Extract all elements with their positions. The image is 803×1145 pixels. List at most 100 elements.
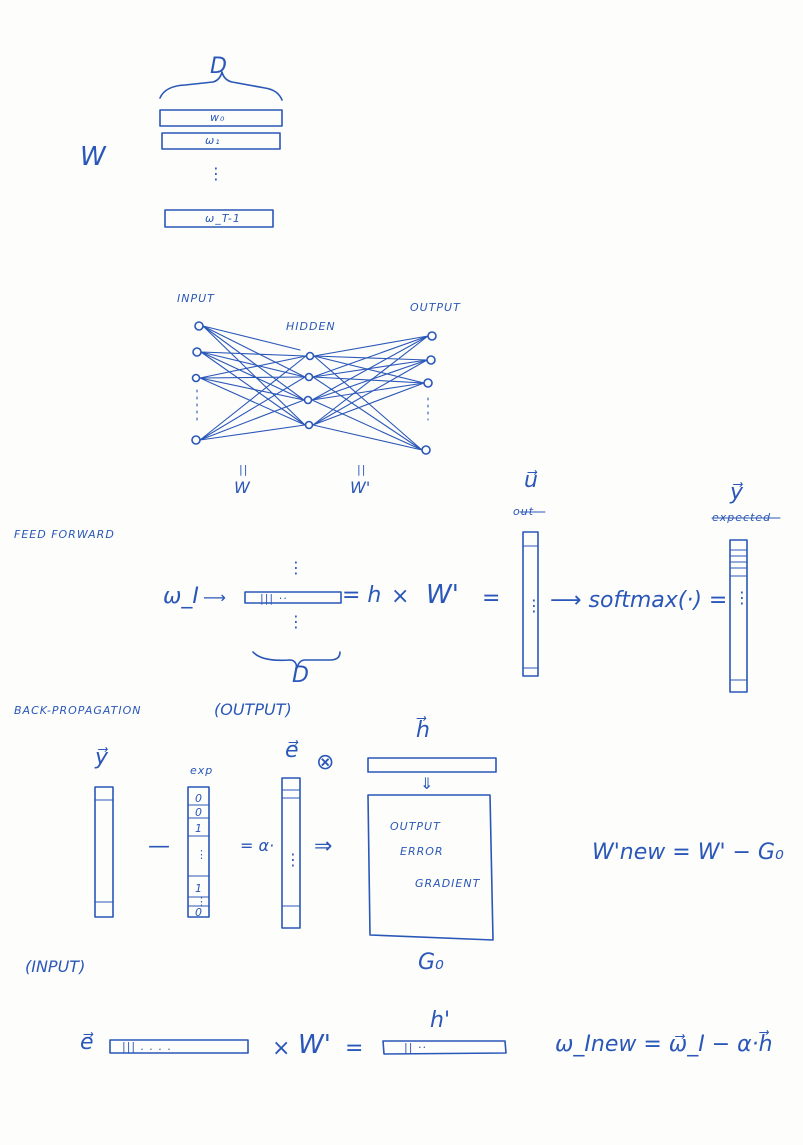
u-vector-ticks [522, 545, 539, 669]
ff-w-i-label: ω_I [163, 584, 199, 609]
y-struck-note: expected [712, 511, 772, 524]
backprop-title: BACK-PROPAGATION [14, 704, 142, 717]
hidden-node [304, 420, 314, 430]
output-node [423, 378, 433, 388]
output-node [427, 331, 437, 341]
w-prime-eq-mark: || [357, 463, 367, 476]
exp-cell-1: 0 [195, 806, 203, 819]
y-vector-dots: ⋮ [734, 588, 750, 607]
input-hidden-edges [199, 325, 307, 441]
h-row-rect [367, 757, 497, 773]
ff-dots-bottom: ⋮ [288, 612, 304, 631]
w-i-update: ω_Inew = ω⃗_I − α·h⃗ [555, 1032, 773, 1057]
u-label: u⃗ [524, 468, 538, 493]
ff-w-prime: W' [426, 580, 459, 610]
exp-cell-6: 0 [195, 906, 203, 919]
matrix-w-label: W [80, 142, 106, 172]
output-node [426, 355, 436, 365]
ff-h-eq: = h [342, 583, 382, 608]
row-wt-rect [164, 209, 274, 228]
row-w0-label: w₀ [210, 111, 226, 124]
network-graph [191, 321, 437, 455]
bp-y-vector-rect [94, 786, 114, 918]
u-struck-note: out [513, 505, 535, 518]
hidden-output-edges [311, 335, 429, 451]
exp-cell-2: 1 [195, 822, 203, 835]
h-prime-row-rect [382, 1040, 507, 1055]
exp-cell-4: 1 [195, 882, 203, 895]
w-eq-mark: || [239, 463, 249, 476]
bi-equals: = [345, 1036, 364, 1061]
bp-y-label: y⃗ [95, 745, 109, 770]
row-wt-label: ω_T-1 [205, 212, 241, 225]
bp-h-label: h⃗ [416, 718, 430, 743]
e-vector-dot: ⋮ [285, 850, 301, 869]
input-node [194, 321, 204, 331]
row-w1-rect [161, 132, 281, 150]
y-label: y⃗ [730, 480, 744, 505]
hidden-node [303, 395, 313, 405]
row-w0-rect [159, 109, 283, 127]
grad-text-output: OUTPUT [390, 820, 441, 833]
ff-dim-label: D [292, 663, 309, 688]
bi-row-marks: ||| . . . . [122, 1040, 173, 1053]
ff-dim-brace [252, 651, 341, 669]
e-vector-ticks [281, 789, 301, 907]
ff-arrow: ⟶ [203, 588, 226, 607]
w-in-label: W [234, 478, 250, 497]
exp-cell-5: ⋮ [196, 895, 208, 908]
gradient-matrix-rect [367, 794, 494, 941]
h-prime-label: h' [430, 1008, 450, 1033]
dim-label: D [210, 54, 227, 79]
w-out-label: W' [350, 478, 371, 497]
ff-h-row-rect [244, 591, 342, 604]
feed-forward-title: FEED FORWARD [14, 528, 115, 541]
bp-down-arrow: ⇓ [420, 774, 434, 793]
bi-e-label: e⃗ [80, 1030, 94, 1055]
input-node [192, 347, 202, 357]
grad-text-gradient: GRADIENT [415, 877, 481, 890]
bp-y-ticks [94, 799, 114, 903]
hidden-node [304, 372, 314, 382]
ff-dots-top: ⋮ [288, 558, 304, 577]
input-label: INPUT [177, 292, 215, 305]
e-vector-rect [281, 777, 301, 929]
w-prime-update: W'new = W' − G₀ [592, 840, 784, 865]
bp-implies-arrow: ⇒ [314, 834, 333, 859]
output-label: OUTPUT [410, 301, 461, 314]
bp-alpha-eq: = α· [240, 836, 275, 855]
bi-w-prime: W' [298, 1030, 331, 1060]
h-prime-marks: || ·· [404, 1041, 427, 1054]
input-node [191, 373, 201, 383]
ff-times: × [391, 584, 410, 609]
hidden-node [305, 351, 315, 361]
row-w1-label: ω₁ [205, 134, 221, 147]
input-node [191, 435, 201, 445]
y-vector-ticks [729, 549, 748, 681]
backprop-subtitle: (OUTPUT) [214, 700, 292, 719]
exp-cell-0: 0 [195, 792, 203, 805]
g0-label: G₀ [418, 950, 444, 975]
exp-vector-rect [187, 786, 210, 918]
softmax-label: ⟶ softmax(·) = [550, 588, 728, 613]
input-section-title: (INPUT) [25, 957, 86, 976]
exp-vector-cells [187, 804, 210, 907]
grad-text-error: ERROR [400, 845, 444, 858]
exp-label: exp [190, 764, 214, 777]
row-ellipsis: ⋮ [208, 164, 224, 183]
hidden-label: HIDDEN [286, 320, 336, 333]
ff-equals: = [482, 586, 501, 611]
otimes-symbol: ⊗ [316, 750, 335, 775]
u-vector-dots: ⋮ [526, 596, 542, 615]
ff-row-marks: ||| ·· [260, 592, 288, 605]
y-vector-rect [729, 539, 748, 693]
u-vector-rect [522, 531, 539, 677]
bi-times: × [272, 1036, 291, 1061]
exp-cell-3: ⋮ [196, 848, 208, 861]
dim-brace [159, 71, 283, 101]
e-row-rect [109, 1039, 249, 1054]
output-node [421, 445, 431, 455]
bp-e-label: e⃗ [285, 738, 299, 763]
